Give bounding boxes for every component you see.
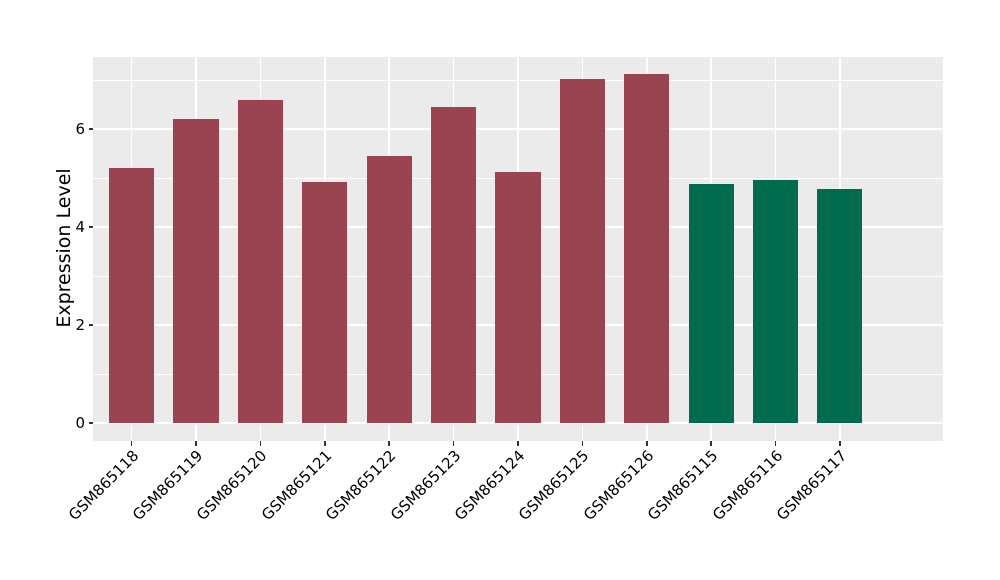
y-tick-mark <box>88 422 93 424</box>
x-tick-label: GSM865115 <box>644 446 722 524</box>
x-tick-label: GSM865120 <box>193 446 271 524</box>
y-tick-mark <box>88 324 93 326</box>
bar-GSM865126 <box>624 73 670 423</box>
x-tick-mark <box>388 441 390 446</box>
major-gridline <box>93 422 943 424</box>
bar-GSM865122 <box>366 155 412 423</box>
x-tick-label: GSM865121 <box>257 446 336 524</box>
bar-GSM865119 <box>173 119 219 423</box>
x-tick-mark <box>774 441 777 446</box>
x-tick-mark <box>646 441 648 446</box>
bar-GSM865118 <box>109 167 155 423</box>
y-tick-label: 6 <box>75 120 85 138</box>
x-tick-mark <box>839 441 841 446</box>
x-tick-mark <box>517 441 519 446</box>
minor-gridline <box>93 79 943 81</box>
x-tick-label: GSM865124 <box>451 446 529 524</box>
bar-GSM865120 <box>237 100 283 423</box>
y-tick-label: 4 <box>75 218 85 236</box>
bar-GSM865121 <box>302 181 348 423</box>
bar-GSM865124 <box>495 172 541 423</box>
x-tick-mark <box>710 441 712 446</box>
y-tick-label: 2 <box>75 316 85 334</box>
x-tick-label: GSM865123 <box>386 446 464 524</box>
x-tick-label: GSM865119 <box>129 446 207 524</box>
x-tick-mark <box>581 441 584 446</box>
x-tick-mark <box>195 441 197 446</box>
x-tick-label: GSM865118 <box>64 446 143 524</box>
x-tick-label: GSM865117 <box>773 446 851 524</box>
major-gridline <box>93 128 943 130</box>
y-tick-mark <box>88 128 93 130</box>
y-axis-title: Expression Level <box>53 168 75 328</box>
x-tick-label: GSM865126 <box>579 446 658 524</box>
x-tick-label: GSM865122 <box>322 446 400 524</box>
bar-GSM865115 <box>688 184 734 423</box>
x-tick-mark <box>259 441 262 446</box>
x-tick-label: GSM865125 <box>515 446 593 524</box>
x-tick-mark <box>452 441 455 446</box>
y-tick-label: 0 <box>75 414 85 432</box>
y-tick-mark <box>88 226 93 228</box>
x-tick-label: GSM865116 <box>708 446 786 524</box>
x-tick-mark <box>324 441 326 446</box>
x-tick-mark <box>130 441 133 446</box>
bar-GSM865125 <box>559 79 605 423</box>
bar-GSM865116 <box>753 180 799 423</box>
bar-GSM865117 <box>817 188 863 423</box>
bar-GSM865123 <box>431 106 477 423</box>
plot-area <box>93 57 943 441</box>
